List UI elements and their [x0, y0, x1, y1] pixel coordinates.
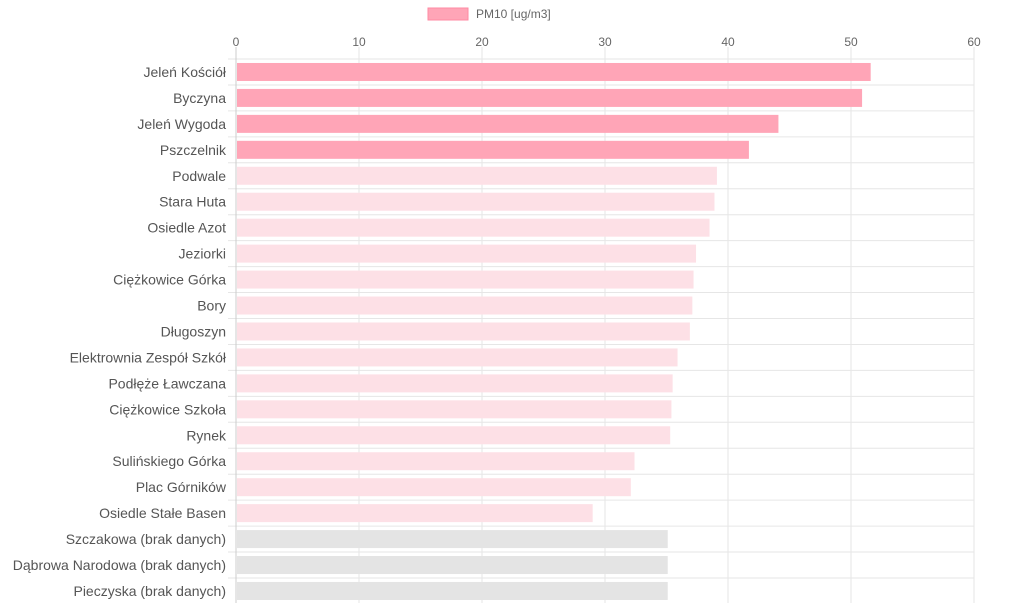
bar[interactable] — [237, 218, 710, 237]
bar[interactable] — [237, 478, 631, 497]
bar[interactable] — [237, 296, 693, 315]
legend-swatch — [427, 7, 469, 21]
category-label: Ciężkowice Szkoła — [109, 401, 226, 417]
category-label: Pieczyska (brak danych) — [73, 583, 226, 599]
category-label: Jeleń Kościół — [144, 64, 227, 80]
bar[interactable] — [237, 400, 672, 419]
bar[interactable] — [237, 452, 635, 471]
bar[interactable] — [237, 322, 690, 341]
category-label: Plac Górników — [136, 479, 227, 495]
bar[interactable] — [237, 504, 593, 523]
category-label: Pszczelnik — [160, 142, 227, 158]
bar[interactable] — [237, 192, 715, 211]
category-label: Podłęże Ławczana — [108, 375, 226, 391]
bar[interactable] — [237, 348, 678, 367]
legend[interactable]: PM10 [ug/m3] — [427, 7, 551, 21]
bar[interactable] — [237, 88, 863, 107]
category-label: Bory — [197, 298, 226, 314]
bar[interactable] — [237, 374, 673, 393]
x-tick-label: 40 — [721, 35, 735, 49]
category-label: Jeziorki — [179, 246, 226, 262]
category-label: Osiedle Stałe Basen — [99, 505, 226, 521]
category-label: Szczakowa (brak danych) — [66, 531, 226, 547]
bar[interactable] — [237, 426, 671, 445]
grid — [228, 47, 975, 603]
bar[interactable] — [237, 556, 668, 575]
category-label: Długoszyn — [161, 323, 226, 339]
x-tick-label: 30 — [598, 35, 612, 49]
category-label: Dąbrowa Narodowa (brak danych) — [13, 557, 226, 573]
category-label: Rynek — [186, 427, 227, 443]
bar[interactable] — [237, 530, 668, 549]
category-label: Byczyna — [173, 90, 226, 106]
bar[interactable] — [237, 581, 668, 600]
x-tick-label: 20 — [475, 35, 489, 49]
bar[interactable] — [237, 166, 717, 185]
x-axis-ticks: 0 10 20 30 40 50 60 — [233, 35, 981, 49]
bar[interactable] — [237, 244, 697, 263]
category-label: Ciężkowice Górka — [113, 272, 226, 288]
x-tick-label: 60 — [967, 35, 981, 49]
x-tick-label: 0 — [233, 35, 240, 49]
category-label: Stara Huta — [159, 194, 226, 210]
x-tick-label: 10 — [352, 35, 366, 49]
category-label: Jeleń Wygoda — [137, 116, 226, 132]
bar[interactable] — [237, 62, 871, 81]
bar[interactable] — [237, 140, 749, 159]
category-labels: Jeleń Kościół Byczyna Jeleń Wygoda Pszczeln… — [13, 64, 227, 599]
x-tick-label: 50 — [844, 35, 858, 49]
bar[interactable] — [237, 270, 694, 289]
category-label: Osiedle Azot — [147, 220, 226, 236]
legend-label: PM10 [ug/m3] — [476, 7, 551, 21]
category-label: Podwale — [172, 168, 226, 184]
bars — [237, 62, 871, 600]
bar[interactable] — [237, 114, 779, 133]
category-label: Elektrownia Zespół Szkół — [70, 349, 227, 365]
category-label: Sulińskiego Górka — [112, 453, 226, 469]
